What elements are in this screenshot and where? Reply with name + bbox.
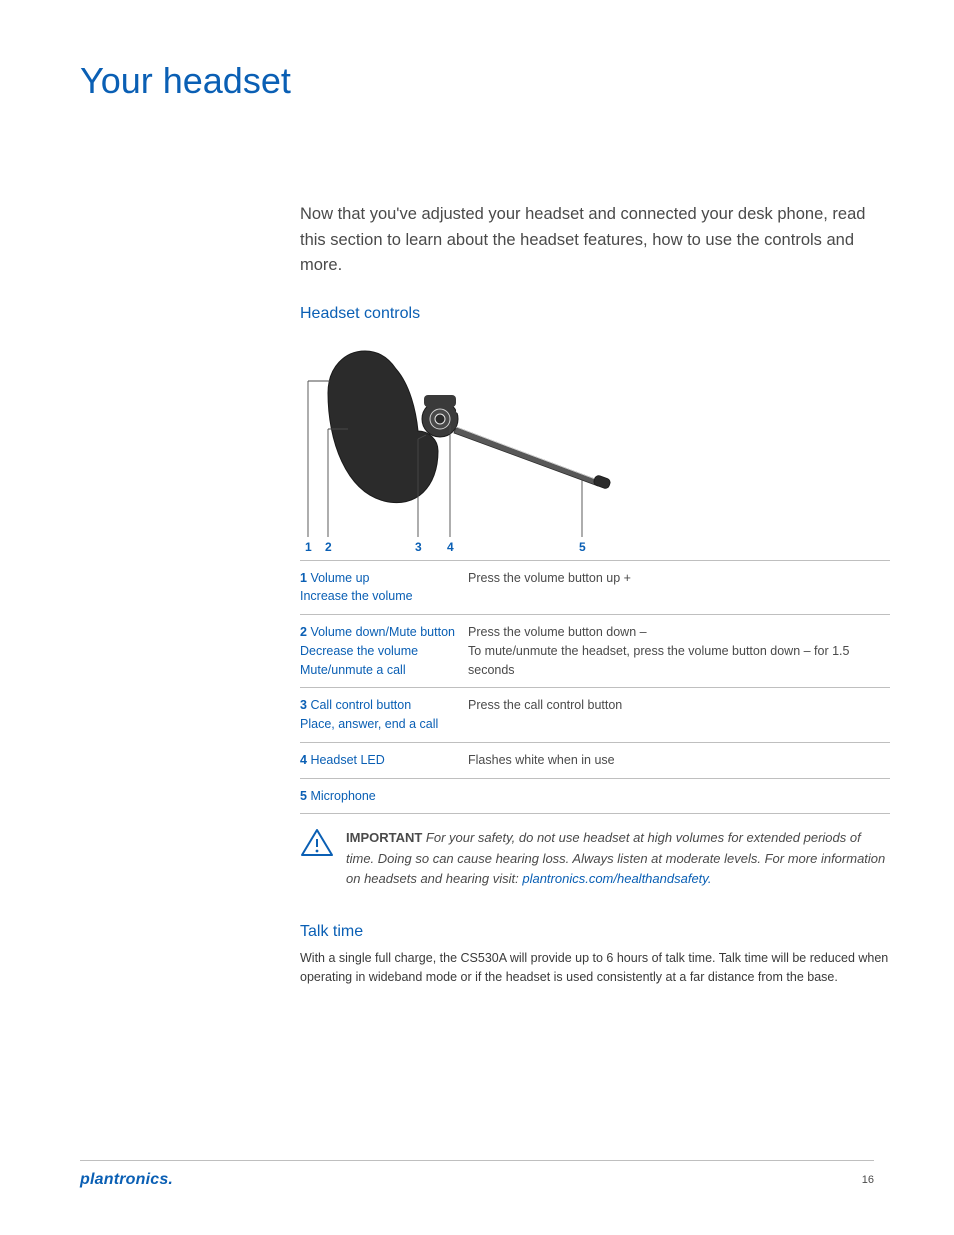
diagram-callout-5: 5 [579, 540, 586, 554]
talk-time-body: With a single full charge, the CS530A wi… [300, 949, 890, 988]
row-number: 3 [300, 698, 307, 712]
important-link[interactable]: plantronics.com/healthandsafety. [522, 871, 711, 886]
row-number: 5 [300, 789, 307, 803]
diagram-callout-2: 2 [325, 540, 332, 554]
page-number: 16 [862, 1174, 874, 1186]
headset-controls-table: 1 Volume up Increase the volume Press th… [300, 560, 890, 815]
row-desc: Press the call control button [468, 688, 890, 743]
row-number: 1 [300, 571, 307, 585]
row-number: 2 [300, 625, 307, 639]
headset-diagram: 1 2 3 4 5 [300, 341, 890, 556]
warning-icon [300, 828, 334, 888]
page-title: Your headset [80, 60, 874, 102]
table-row: 5 Microphone [300, 778, 890, 814]
row-desc: Flashes white when in use [468, 742, 890, 778]
section-heading-headset-controls: Headset controls [300, 305, 890, 323]
row-sub: Mute/unmute a call [300, 663, 406, 677]
row-number: 4 [300, 753, 307, 767]
row-desc [468, 778, 890, 814]
important-callout: IMPORTANT For your safety, do not use he… [300, 828, 890, 888]
row-sub: Increase the volume [300, 589, 413, 603]
footer-rule [80, 1160, 874, 1161]
row-label: Call control button [310, 698, 411, 712]
row-sub: Place, answer, end a call [300, 717, 438, 731]
table-row: 1 Volume up Increase the volume Press th… [300, 560, 890, 615]
row-label: Headset LED [310, 753, 384, 767]
row-label: Microphone [310, 789, 375, 803]
table-row: 3 Call control button Place, answer, end… [300, 688, 890, 743]
diagram-callout-4: 4 [447, 540, 454, 554]
row-label: Volume down/Mute button [310, 625, 455, 639]
table-row: 4 Headset LED Flashes white when in use [300, 742, 890, 778]
intro-paragraph: Now that you've adjusted your headset an… [300, 202, 890, 279]
page-footer: plantronics. 16 [80, 1160, 874, 1189]
row-sub: Decrease the volume [300, 644, 418, 658]
row-desc: Press the volume button down – To mute/u… [468, 615, 890, 688]
section-heading-talk-time: Talk time [300, 923, 890, 941]
important-label: IMPORTANT [346, 830, 422, 845]
row-desc: Press the volume button up + [468, 560, 890, 615]
diagram-callout-3: 3 [415, 540, 422, 554]
table-row: 2 Volume down/Mute button Decrease the v… [300, 615, 890, 688]
brand-logo: plantronics. [80, 1171, 173, 1189]
diagram-callout-1: 1 [305, 540, 312, 554]
row-label: Volume up [310, 571, 369, 585]
